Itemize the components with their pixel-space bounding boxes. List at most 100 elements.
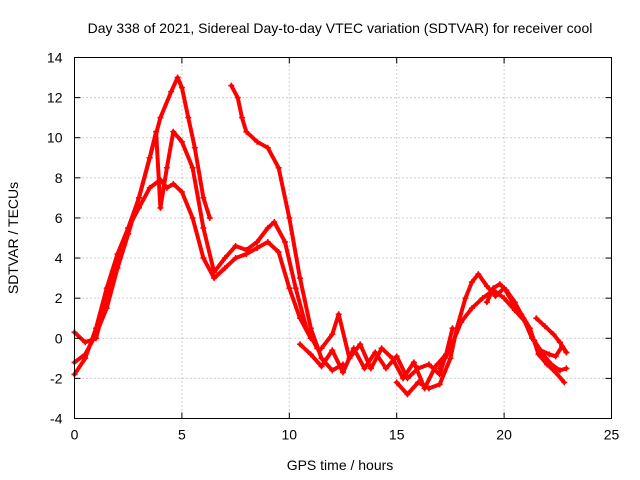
data-point xyxy=(189,164,196,171)
data-point xyxy=(264,224,271,231)
data-point xyxy=(546,351,553,358)
data-point xyxy=(307,351,314,358)
data-point xyxy=(346,355,353,362)
data-point xyxy=(393,353,400,360)
data-point xyxy=(157,176,164,183)
data-point xyxy=(146,184,153,191)
data-point xyxy=(556,339,563,346)
y-tick-label: 8 xyxy=(55,170,63,186)
data-point xyxy=(389,355,396,362)
data-point xyxy=(178,138,185,145)
y-tick-label: 0 xyxy=(55,330,63,346)
data-point xyxy=(393,379,400,386)
data-point xyxy=(271,218,278,225)
data-point xyxy=(503,287,510,294)
data-point xyxy=(318,355,325,362)
x-axis-label: GPS time / hours xyxy=(287,457,394,473)
data-point xyxy=(550,331,557,338)
data-point xyxy=(529,335,536,342)
data-point xyxy=(425,361,432,368)
data-point xyxy=(114,251,121,258)
series-line-track-6 xyxy=(319,312,455,391)
data-point xyxy=(318,363,325,370)
data-point xyxy=(125,224,132,231)
data-point xyxy=(537,347,544,354)
data-point xyxy=(404,391,411,398)
x-tick-label: 25 xyxy=(604,427,620,443)
series-line-track-1 xyxy=(72,75,212,365)
data-point xyxy=(243,251,250,258)
data-point xyxy=(382,365,389,372)
data-point xyxy=(329,331,336,338)
data-point xyxy=(135,204,142,211)
data-point xyxy=(552,353,559,360)
data-point xyxy=(511,299,518,306)
data-point xyxy=(243,128,250,135)
data-point xyxy=(468,279,475,286)
y-axis-label: SDTVAR / TECUs xyxy=(5,182,21,294)
data-point xyxy=(552,369,559,376)
data-point xyxy=(200,224,207,231)
data-point xyxy=(483,299,490,306)
data-point xyxy=(221,265,228,272)
data-point xyxy=(490,285,497,292)
data-point xyxy=(548,361,555,368)
data-point xyxy=(520,315,527,322)
y-tick-label: 2 xyxy=(55,290,63,306)
data-point xyxy=(458,319,465,326)
series-line-track-4 xyxy=(229,83,345,373)
data-point xyxy=(275,164,282,171)
y-tick-label: -2 xyxy=(50,370,63,386)
data-point xyxy=(282,239,289,246)
data-point xyxy=(135,194,142,201)
data-point xyxy=(264,144,271,151)
series-line-track-3 xyxy=(72,177,313,377)
data-point xyxy=(318,345,325,352)
data-point xyxy=(367,365,374,372)
data-point xyxy=(185,114,192,121)
data-point xyxy=(170,180,177,187)
data-point xyxy=(468,305,475,312)
data-point xyxy=(157,114,164,121)
data-point xyxy=(163,164,170,171)
data-point xyxy=(264,239,271,246)
data-point xyxy=(297,341,304,348)
plot-frame xyxy=(74,57,612,419)
data-point xyxy=(425,385,432,392)
data-point xyxy=(447,345,454,352)
data-point xyxy=(157,204,164,211)
data-point xyxy=(234,94,241,101)
data-point xyxy=(221,255,228,262)
data-point xyxy=(378,345,385,352)
data-point xyxy=(475,271,482,278)
data-point xyxy=(168,88,175,95)
data-point xyxy=(178,84,185,91)
x-tick-label: 15 xyxy=(389,427,405,443)
data-point xyxy=(153,128,160,135)
data-point xyxy=(436,365,443,372)
data-point xyxy=(232,243,239,250)
data-point xyxy=(563,365,570,372)
y-tick-label: 14 xyxy=(47,50,63,66)
data-point xyxy=(533,315,540,322)
data-point xyxy=(286,214,293,221)
data-point xyxy=(415,379,422,386)
data-point xyxy=(146,154,153,161)
data-point xyxy=(206,214,213,221)
y-tick-label: -4 xyxy=(50,411,63,427)
data-point xyxy=(232,255,239,262)
data-point xyxy=(92,325,99,332)
data-point xyxy=(200,255,207,262)
data-point xyxy=(436,381,443,388)
x-tick-label: 10 xyxy=(282,427,298,443)
data-point xyxy=(501,295,508,302)
data-point xyxy=(174,74,181,81)
series-line-track-8 xyxy=(437,288,569,373)
data-point xyxy=(462,295,469,302)
series-line-track-7 xyxy=(394,272,567,397)
data-point xyxy=(400,375,407,382)
x-tick-label: 0 xyxy=(71,427,79,443)
data-point xyxy=(361,365,368,372)
data-point xyxy=(292,285,299,292)
